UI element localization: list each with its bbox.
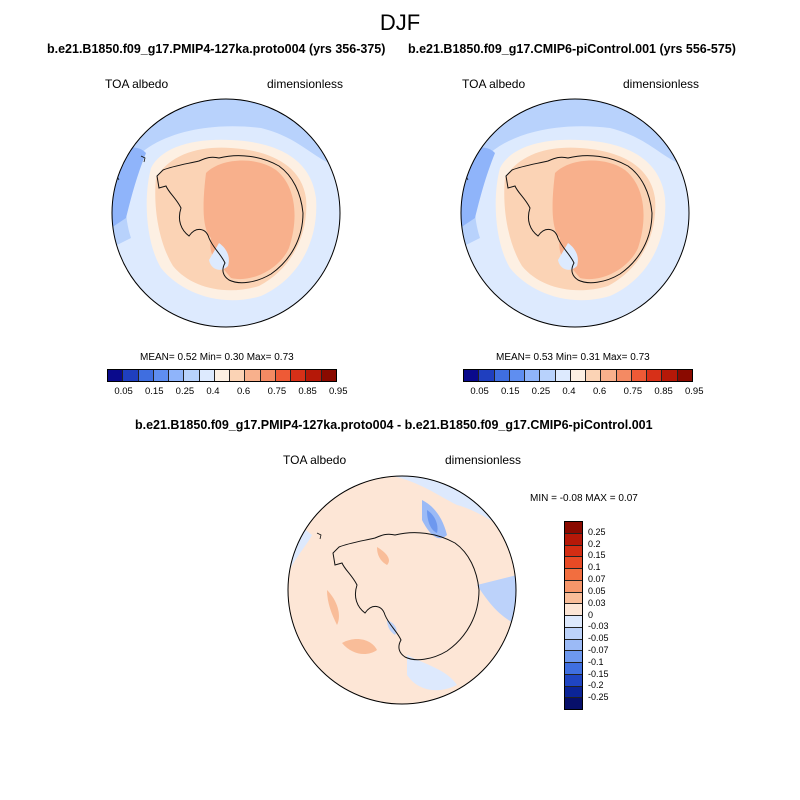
colorbar-swatch <box>123 370 139 381</box>
colorbar-swatch <box>479 370 495 381</box>
colorbar-tick-label: 0.15 <box>145 386 164 397</box>
colorbar-tick-label: -0.15 <box>588 668 609 679</box>
colorbar-swatch <box>169 370 185 381</box>
colorbar-tick-label: -0.05 <box>588 633 609 644</box>
colorbar-tick-label: 0.6 <box>237 386 251 397</box>
colorbar-tick-label: 0.05 <box>114 386 133 397</box>
colorbar-tick-label: 0.05 <box>470 386 489 397</box>
colorbar-swatch <box>565 522 582 534</box>
panel1-colorbar-ticks: 0.05 0.15 0.25 0.4 0.6 0.75 0.85 0.95 <box>107 386 347 398</box>
colorbar-swatch <box>245 370 261 381</box>
colorbar-swatch <box>464 370 480 381</box>
panel2-stats: MEAN= 0.53 Min= 0.31 Max= 0.73 <box>496 352 650 363</box>
colorbar-swatch <box>540 370 556 381</box>
colorbar-swatch <box>647 370 663 381</box>
colorbar-swatch <box>291 370 307 381</box>
colorbar-swatch <box>565 651 582 663</box>
colorbar-tick-label: 0.25 <box>531 386 551 397</box>
colorbar-swatch <box>565 686 582 699</box>
colorbar-tick-label: 0.03 <box>588 597 606 608</box>
colorbar-swatch <box>555 370 571 381</box>
colorbar-swatch <box>199 370 215 381</box>
colorbar-tick-label: 0 <box>588 609 594 620</box>
colorbar-swatch <box>570 370 587 381</box>
panel1-variable-label: TOA albedo <box>105 77 169 91</box>
colorbar-tick-label: -0.25 <box>588 692 609 703</box>
colorbar-swatch <box>662 370 678 381</box>
colorbar-swatch <box>565 639 582 652</box>
colorbar-tick-label: 0.2 <box>588 538 601 549</box>
colorbar-swatch <box>565 533 582 546</box>
colorbar-tick-label: -0.1 <box>588 656 604 667</box>
colorbar-swatch <box>565 592 582 605</box>
colorbar-tick-label: -0.07 <box>588 644 609 655</box>
colorbar-tick-label: 0.15 <box>588 550 606 561</box>
colorbar-swatch <box>525 370 541 381</box>
colorbar-swatch <box>230 370 246 381</box>
colorbar-swatch <box>586 370 602 381</box>
panel2-units-label: dimensionless <box>623 77 700 91</box>
colorbar-swatch <box>565 663 582 675</box>
panel3-stats: MIN = -0.08 MAX = 0.07 <box>530 493 638 504</box>
colorbar-swatch <box>509 370 526 381</box>
panel2-polar-map <box>460 98 690 328</box>
colorbar-swatch <box>565 569 582 581</box>
colorbar-swatch <box>494 370 510 381</box>
panel1-title: b.e21.B1850.f09_g17.PMIP4-127ka.proto004… <box>47 42 386 56</box>
panel1-polar-map <box>111 98 341 328</box>
panel1-colorbar <box>107 369 337 382</box>
colorbar-tick-label: 0.4 <box>562 386 576 397</box>
colorbar-swatch <box>631 370 648 381</box>
colorbar-swatch <box>138 370 154 381</box>
colorbar-swatch <box>184 370 200 381</box>
panel1-stats: MEAN= 0.52 Min= 0.30 Max= 0.73 <box>140 352 294 363</box>
colorbar-swatch <box>214 370 231 381</box>
colorbar-tick-label: 0.6 <box>593 386 607 397</box>
colorbar-swatch <box>616 370 632 381</box>
colorbar-tick-label: 0.75 <box>623 386 643 397</box>
colorbar-swatch <box>565 580 582 593</box>
panel2-colorbar-ticks: 0.05 0.15 0.25 0.4 0.6 0.75 0.85 0.95 <box>463 386 703 398</box>
colorbar-swatch <box>565 674 582 687</box>
colorbar-tick-label: 0.95 <box>329 386 348 397</box>
colorbar-swatch <box>321 370 336 381</box>
colorbar-tick-label: 0.25 <box>175 386 195 397</box>
panel2-variable-label: TOA albedo <box>462 77 526 91</box>
colorbar-swatch <box>565 627 582 640</box>
colorbar-tick-label: 0.85 <box>654 386 673 397</box>
colorbar-tick-label: 0.75 <box>267 386 287 397</box>
colorbar-tick-label: 0.15 <box>501 386 520 397</box>
colorbar-swatch <box>306 370 322 381</box>
panel2-title: b.e21.B1850.f09_g17.CMIP6-piControl.001 … <box>408 42 736 56</box>
colorbar-tick-label: -0.2 <box>588 680 604 691</box>
colorbar-swatch <box>677 370 692 381</box>
panel1-units-label: dimensionless <box>267 77 344 91</box>
colorbar-swatch <box>565 604 582 616</box>
panel3-title: b.e21.B1850.f09_g17.PMIP4-127ka.proto004… <box>135 418 653 432</box>
panel3-variable-label: TOA albedo <box>283 453 347 467</box>
colorbar-tick-label: -0.03 <box>588 621 609 632</box>
panel3-polar-map <box>287 475 517 705</box>
colorbar-swatch <box>601 370 617 381</box>
panel2-colorbar <box>463 369 693 382</box>
panel3-units-label: dimensionless <box>445 453 522 467</box>
colorbar-tick-label: 0.25 <box>588 526 606 537</box>
colorbar-tick-label: 0.07 <box>588 574 606 585</box>
colorbar-swatch <box>260 370 276 381</box>
colorbar-swatch <box>565 616 582 628</box>
colorbar-tick-label: 0.4 <box>206 386 220 397</box>
colorbar-swatch <box>565 557 582 569</box>
season-title: DJF <box>379 10 421 35</box>
colorbar-tick-label: 0.05 <box>588 585 606 596</box>
colorbar-swatch <box>108 370 124 381</box>
colorbar-swatch <box>153 370 170 381</box>
colorbar-swatch <box>275 370 292 381</box>
colorbar-swatch <box>565 545 582 558</box>
colorbar-tick-label: 0.1 <box>588 562 601 573</box>
colorbar-swatch <box>565 698 582 709</box>
panel3-colorbar <box>564 521 583 710</box>
colorbar-tick-label: 0.85 <box>298 386 317 397</box>
colorbar-tick-label: 0.95 <box>685 386 704 397</box>
